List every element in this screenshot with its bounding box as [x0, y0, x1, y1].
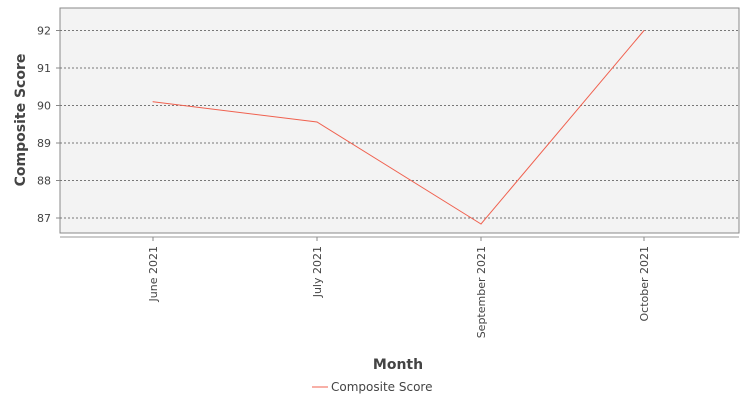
data-point [643, 30, 645, 31]
y-tick-label: 87 [37, 212, 51, 225]
x-axis: June 2021 July 2021 September 2021 October … [60, 236, 739, 338]
y-tick-label: 89 [37, 137, 51, 150]
x-tick-label: July 2021 [311, 246, 324, 298]
data-point [480, 223, 482, 225]
series-group [152, 30, 645, 225]
x-tick-label: October 2021 [638, 246, 651, 322]
x-axis-title: Month [373, 357, 423, 373]
x-tick-label: June 2021 [147, 246, 160, 302]
series-line [152, 30, 645, 225]
legend: Composite Score [312, 380, 432, 394]
data-point [316, 121, 318, 123]
plot-area [59, 7, 740, 234]
x-tick-label: September 2021 [475, 246, 488, 338]
gridlines [60, 30, 739, 219]
legend-label: Composite Score [331, 380, 432, 394]
data-point [152, 101, 154, 103]
y-tick-label: 92 [37, 25, 51, 38]
y-axis: 87 88 89 90 91 92 [37, 25, 60, 225]
y-tick-label: 88 [37, 175, 51, 188]
y-tick-label: 91 [37, 62, 51, 75]
y-axis-title: Composite Score [13, 54, 29, 187]
y-tick-label: 90 [37, 100, 51, 113]
